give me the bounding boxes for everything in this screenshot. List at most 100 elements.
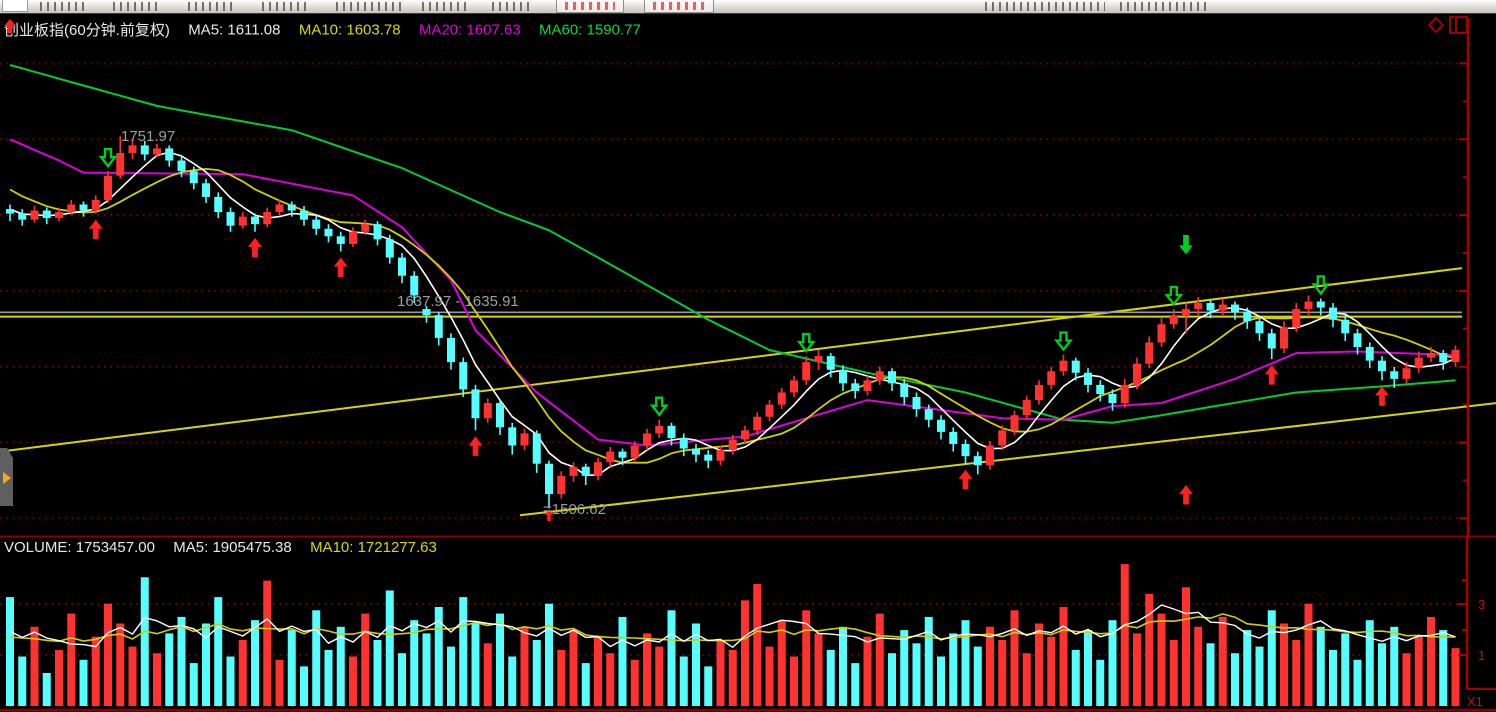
volume-bar (447, 646, 455, 706)
left-panel-expander[interactable] (0, 448, 13, 506)
volume-bar (1071, 649, 1080, 706)
vol-ma5-label: MA5: (173, 539, 209, 556)
diamond-icon[interactable] (1428, 16, 1445, 34)
volume-bar (1451, 648, 1460, 706)
ma5-line (9, 151, 1456, 477)
ma5-value: 1611.08 (227, 21, 281, 39)
annotation-low-price: =1506.62 (543, 501, 606, 518)
candle-body (275, 204, 284, 213)
candle-body (1365, 346, 1374, 361)
volume-bar (508, 656, 517, 706)
candle-body (753, 416, 762, 431)
volume-bar (839, 626, 847, 706)
vol-ma5-value: 1905475.38 (212, 539, 292, 556)
candle-body (251, 216, 259, 225)
volume-bar (949, 633, 958, 706)
candle-body (606, 451, 615, 463)
sell-hollow-arrow-icon (98, 147, 118, 169)
candle-body (532, 433, 541, 464)
volume-bar (251, 620, 259, 706)
volume-bar (1341, 633, 1350, 706)
toolbar-menu-item[interactable] (113, 2, 159, 11)
volume-bar (79, 659, 88, 706)
candle-body (679, 437, 688, 449)
toolbar-menu-item[interactable] (492, 2, 532, 11)
toolbar-menu-item[interactable] (336, 2, 406, 11)
volume-bar (545, 603, 553, 706)
toolbar-menu-item[interactable] (985, 2, 1105, 11)
volume-bar (410, 620, 419, 706)
volume-bar (1133, 633, 1141, 706)
candle-body (30, 210, 39, 220)
candle-body (594, 462, 602, 476)
expand-right-icon (3, 472, 11, 484)
candle-body (361, 224, 370, 232)
volume-bar (655, 646, 664, 706)
candle-body (851, 383, 860, 391)
volume-bar (569, 630, 578, 706)
symbol-title: 创业板指(60分钟.前复权) (4, 22, 170, 39)
volume-bar (1059, 607, 1068, 706)
ma20-label: MA20: (418, 21, 463, 39)
candle-body (410, 275, 419, 296)
volume-bar (679, 656, 688, 706)
toolbar-menu-item[interactable] (422, 2, 468, 11)
toolbar-white-button[interactable] (2, 0, 28, 12)
volume-bar (1120, 564, 1129, 706)
volume-bar (312, 610, 321, 706)
volume-bar (1182, 587, 1190, 706)
volume-bar (18, 656, 27, 706)
candle-body (471, 389, 480, 419)
candle-body (140, 145, 149, 155)
split-window-icon[interactable] (1449, 16, 1468, 34)
volume-bar (385, 590, 394, 706)
volume-bar (1194, 626, 1203, 706)
top-toolbar[interactable] (0, 0, 1496, 14)
volume-bar (1402, 653, 1411, 706)
candle-body (643, 433, 651, 446)
toolbar-red-button-1[interactable] (556, 0, 624, 13)
volume-bar (520, 626, 529, 706)
candle-body (692, 448, 700, 455)
candle-body (67, 204, 76, 213)
toolbar-menu-item[interactable] (1120, 2, 1210, 11)
volume-bar (594, 636, 602, 706)
candle-body (116, 152, 125, 176)
candle-body (716, 450, 725, 461)
candle-body (1084, 372, 1092, 385)
candle-body (937, 419, 945, 432)
candle-body (1329, 307, 1337, 320)
candle-body (1022, 400, 1031, 416)
candle-body (385, 239, 394, 258)
volume-bar (202, 623, 210, 706)
volume-bar (1145, 593, 1154, 706)
volume-bar (581, 663, 590, 706)
volume-bar (863, 636, 872, 706)
volume-bar (765, 646, 774, 706)
volume-bar (814, 633, 823, 706)
volume-bar (1280, 623, 1288, 706)
toolbar-menu-item[interactable] (262, 2, 308, 11)
ma60-value: 1590.77 (586, 21, 641, 39)
candle-body (1010, 415, 1019, 431)
candle-body (777, 392, 786, 405)
volume-bar (741, 600, 749, 706)
volume-bar (986, 626, 994, 706)
candle-body (1206, 303, 1215, 311)
corner-icons (1428, 16, 1468, 34)
candle-body (520, 433, 529, 446)
ma60-line (9, 64, 1456, 424)
candle-body (973, 456, 982, 466)
candle-body (1353, 333, 1362, 347)
candle-body (91, 199, 100, 211)
candle-body (1194, 303, 1203, 310)
candle-body (790, 380, 798, 393)
volume-bar (692, 623, 700, 706)
sell-hollow-arrow-icon (649, 396, 669, 417)
toolbar-red-button-2[interactable] (644, 0, 714, 13)
toolbar-menu-item[interactable] (40, 2, 86, 11)
toolbar-menu-item[interactable] (188, 2, 234, 11)
candle-body (214, 196, 223, 213)
volume-bar (1218, 616, 1227, 706)
